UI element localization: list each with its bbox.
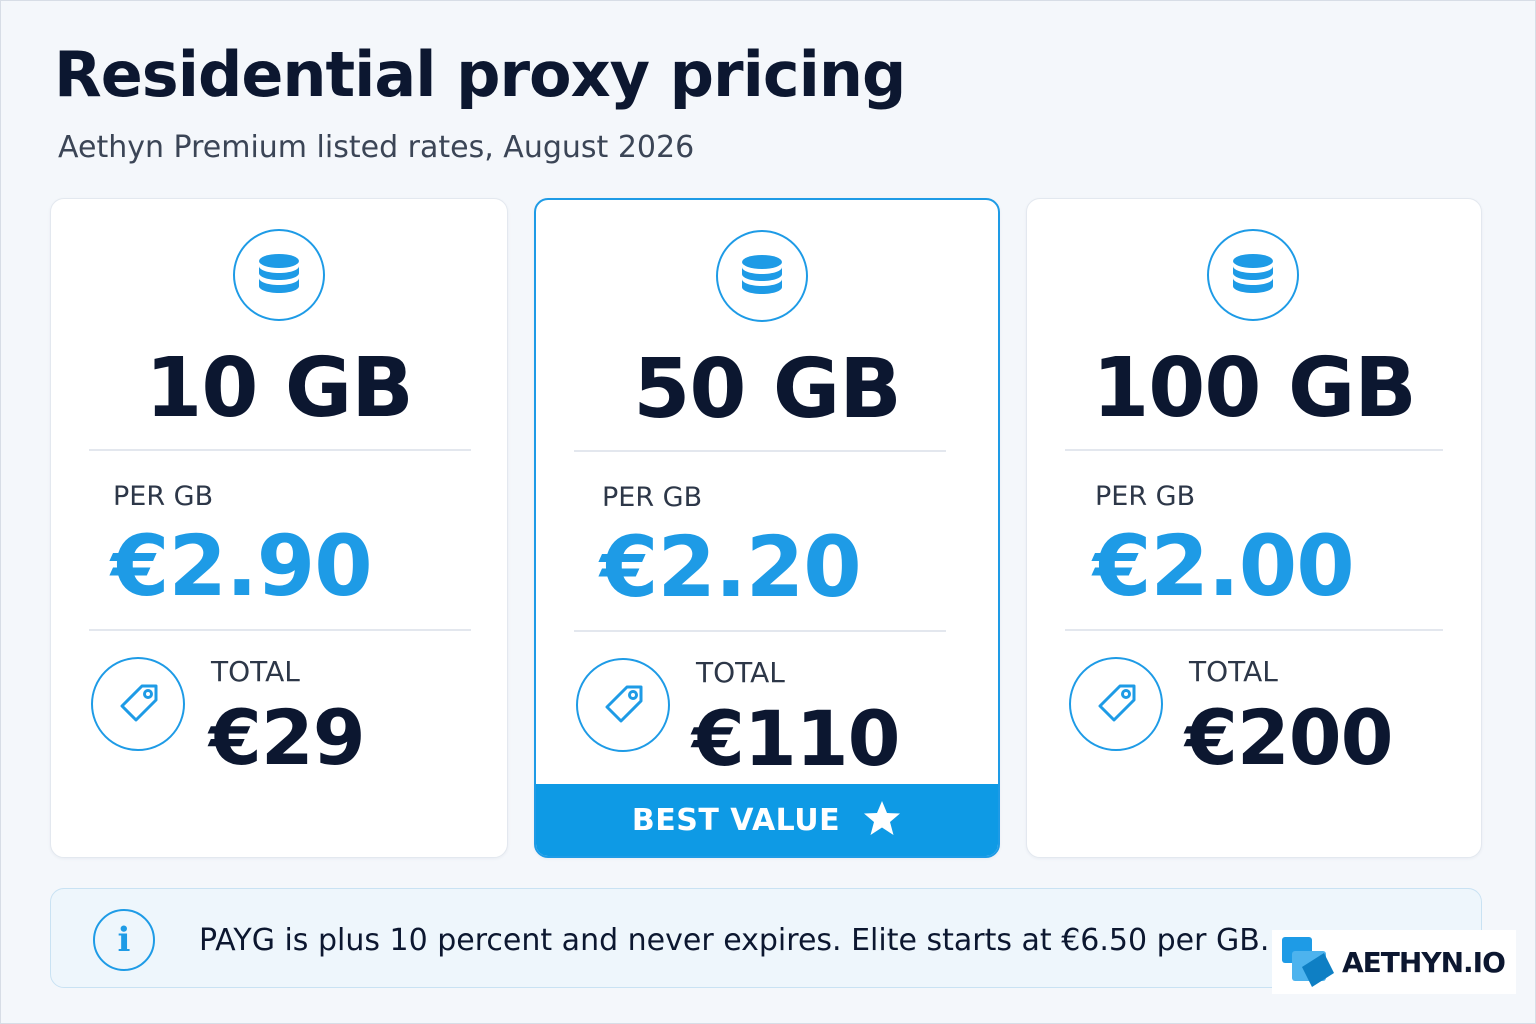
logo-mark-icon [1282, 937, 1334, 987]
total-price: €29 [209, 693, 366, 782]
divider [89, 629, 471, 631]
total-label: TOTAL [1189, 655, 1278, 688]
plan-size: 50 GB [633, 342, 901, 437]
note-text: PAYG is plus 10 percent and never expire… [199, 923, 1270, 958]
divider [1065, 629, 1443, 631]
database-icon [233, 229, 325, 321]
divider [89, 449, 471, 451]
info-note: i PAYG is plus 10 percent and never expi… [50, 888, 1482, 988]
per-gb-price: €2.90 [111, 517, 373, 615]
brand-logo: AETHYN.IO [1272, 930, 1516, 994]
per-gb-label: PER GB [1095, 481, 1196, 512]
divider [1065, 449, 1443, 451]
plan-card-10gb[interactable]: 10 GB PER GB €2.90 TOTAL €29 [50, 198, 508, 858]
price-tag-icon [91, 657, 185, 751]
total-label: TOTAL [696, 656, 785, 689]
divider [574, 450, 946, 452]
logo-text: AETHYN.IO [1342, 945, 1506, 979]
star-icon [862, 799, 902, 841]
database-icon [716, 230, 808, 322]
page-subtitle: Aethyn Premium listed rates, August 2026 [58, 130, 695, 165]
plan-size: 100 GB [1092, 341, 1417, 436]
best-value-label: BEST VALUE [631, 802, 841, 838]
database-icon [1207, 229, 1299, 321]
total-price: €110 [692, 694, 901, 783]
divider [574, 630, 946, 632]
plan-size: 10 GB [145, 341, 413, 436]
page-title: Residential proxy pricing [54, 38, 906, 111]
best-value-banner: BEST VALUE [536, 784, 998, 856]
price-tag-icon [1069, 657, 1163, 751]
price-tag-icon [576, 658, 670, 752]
per-gb-price: €2.00 [1093, 517, 1355, 615]
total-label: TOTAL [211, 655, 300, 688]
per-gb-label: PER GB [602, 482, 703, 513]
per-gb-label: PER GB [113, 481, 214, 512]
plan-card-50gb[interactable]: 50 GB PER GB €2.20 TOTAL €110 BEST VALUE [534, 198, 1000, 858]
info-icon: i [93, 909, 155, 971]
plan-card-100gb[interactable]: 100 GB PER GB €2.00 TOTAL €200 [1026, 198, 1482, 858]
per-gb-price: €2.20 [600, 518, 862, 616]
total-price: €200 [1185, 693, 1394, 782]
